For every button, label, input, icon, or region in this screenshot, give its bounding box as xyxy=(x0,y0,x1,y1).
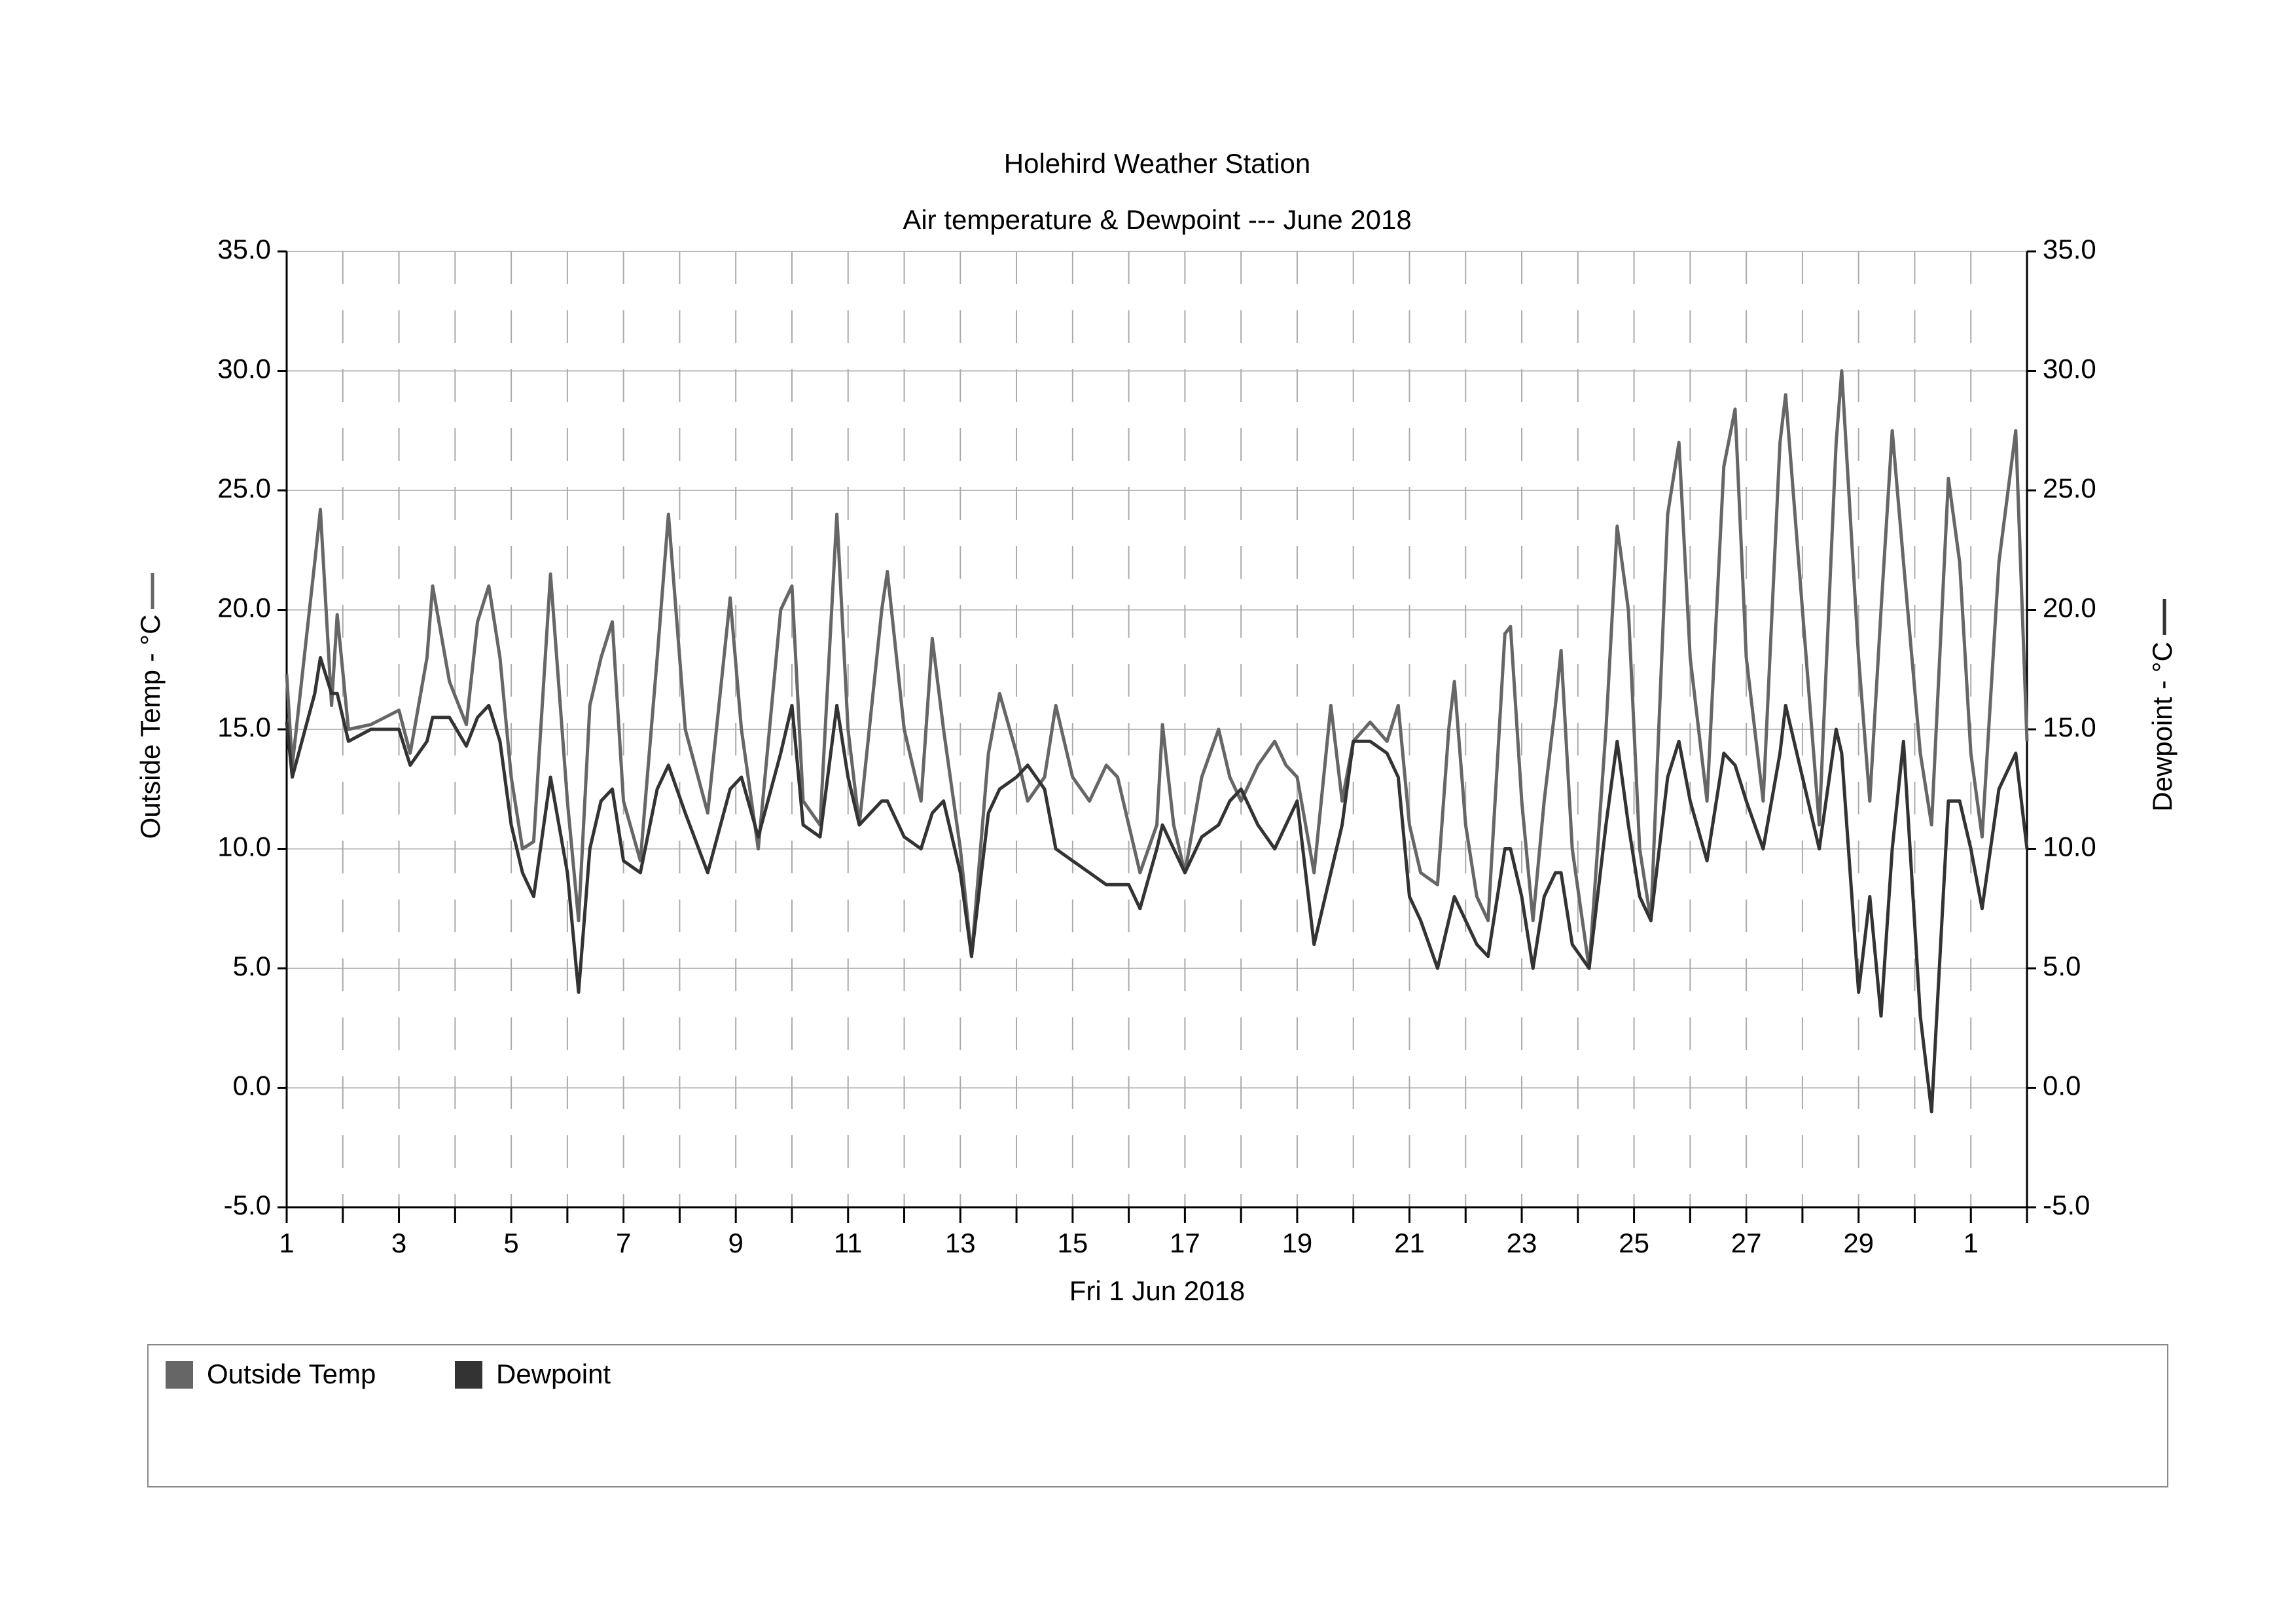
y-tick-label: -5.0 xyxy=(224,1190,271,1220)
x-tick-label: 27 xyxy=(1731,1228,1762,1258)
legend-label: Outside Temp xyxy=(207,1359,376,1389)
y2-tick-label: 0.0 xyxy=(2043,1070,2081,1101)
x-tick-label: 11 xyxy=(834,1228,863,1258)
y-tick-label: 0.0 xyxy=(233,1070,271,1101)
y-tick-label: 10.0 xyxy=(217,831,271,862)
x-tick-label: 9 xyxy=(728,1228,744,1258)
y2-axis-label: Dewpoint - °C xyxy=(2147,642,2178,812)
legend-box xyxy=(147,1344,2168,1487)
y-tick-label: 20.0 xyxy=(217,593,271,623)
chart-title: Holehird Weather Station xyxy=(1004,148,1310,179)
x-tick-label: 23 xyxy=(1507,1228,1537,1258)
x-tick-label: 25 xyxy=(1619,1228,1649,1258)
x-tick-label: 7 xyxy=(616,1228,631,1258)
y2-tick-label: 15.0 xyxy=(2043,712,2096,742)
x-tick-label: 15 xyxy=(1057,1228,1088,1258)
x-axis-label: Fri 1 Jun 2018 xyxy=(1069,1275,1246,1306)
x-tick-label: 29 xyxy=(1843,1228,1874,1258)
chart-subtitle: Air temperature & Dewpoint --- June 2018 xyxy=(903,204,1411,235)
x-tick-label: 3 xyxy=(391,1228,406,1258)
y2-tick-label: 25.0 xyxy=(2043,473,2096,503)
series-line xyxy=(285,656,2029,1114)
legend-label: Dewpoint xyxy=(496,1359,611,1389)
legend-swatch xyxy=(166,1361,193,1389)
x-tick-label: 21 xyxy=(1394,1228,1425,1258)
y-tick-label: 30.0 xyxy=(217,354,271,384)
y-tick-label: 15.0 xyxy=(217,712,271,742)
y2-tick-label: 10.0 xyxy=(2043,831,2096,862)
x-tick-label: 1 xyxy=(279,1228,294,1258)
x-tick-label: 5 xyxy=(503,1228,518,1258)
x-tick-label: 1 xyxy=(1964,1228,1979,1258)
x-tick-label: 17 xyxy=(1170,1228,1200,1258)
x-tick-label: 19 xyxy=(1282,1228,1313,1258)
y-tick-label: 25.0 xyxy=(217,473,271,503)
x-tick-label: 13 xyxy=(945,1228,976,1258)
legend-swatch xyxy=(455,1361,482,1389)
y2-tick-label: 5.0 xyxy=(2043,951,2081,981)
y2-tick-label: 35.0 xyxy=(2043,234,2096,264)
y2-tick-label: 20.0 xyxy=(2043,593,2096,623)
y2-tick-label: 30.0 xyxy=(2043,354,2096,384)
y-axis-label: Outside Temp - °C xyxy=(135,615,166,839)
y2-tick-label: -5.0 xyxy=(2043,1190,2090,1220)
y-tick-label: 5.0 xyxy=(233,951,271,981)
y-tick-label: 35.0 xyxy=(217,234,271,264)
